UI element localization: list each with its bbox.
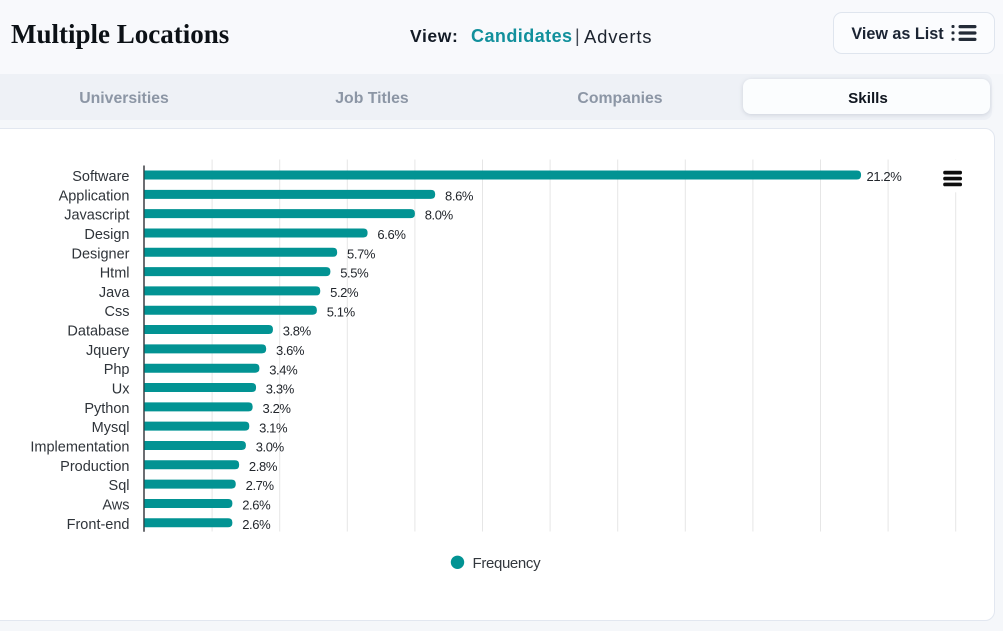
svg-text:3.2%: 3.2%: [263, 401, 292, 416]
svg-text:5.2%: 5.2%: [330, 285, 359, 300]
svg-text:Ux: Ux: [112, 382, 130, 398]
svg-text:Javascript: Javascript: [64, 208, 129, 224]
svg-text:Php: Php: [104, 362, 130, 378]
svg-text:Java: Java: [99, 285, 131, 301]
svg-text:2.7%: 2.7%: [246, 478, 275, 493]
svg-text:Aws: Aws: [102, 497, 129, 513]
svg-text:5.1%: 5.1%: [327, 304, 356, 319]
svg-text:3.3%: 3.3%: [266, 382, 295, 397]
svg-text:3.4%: 3.4%: [269, 362, 298, 377]
svg-text:Mysql: Mysql: [92, 420, 130, 436]
svg-text:Database: Database: [67, 324, 129, 340]
svg-text:Css: Css: [105, 304, 130, 320]
svg-text:3.0%: 3.0%: [256, 440, 285, 455]
svg-text:Frequency: Frequency: [473, 555, 542, 572]
svg-text:5.7%: 5.7%: [347, 246, 376, 261]
svg-text:8.6%: 8.6%: [445, 188, 474, 203]
svg-text:Implementation: Implementation: [30, 440, 129, 456]
svg-text:3.8%: 3.8%: [283, 324, 312, 339]
svg-text:5.5%: 5.5%: [340, 266, 369, 281]
svg-text:2.6%: 2.6%: [242, 517, 271, 532]
svg-text:2.6%: 2.6%: [242, 498, 271, 513]
svg-text:Jquery: Jquery: [86, 343, 130, 359]
svg-text:Design: Design: [84, 227, 129, 243]
svg-text:Application: Application: [59, 188, 130, 204]
svg-text:2.8%: 2.8%: [249, 459, 278, 474]
svg-text:3.1%: 3.1%: [259, 420, 288, 435]
svg-text:Production: Production: [60, 459, 129, 475]
svg-text:3.6%: 3.6%: [276, 343, 305, 358]
svg-text:Html: Html: [100, 266, 130, 282]
svg-text:21.2%: 21.2%: [867, 169, 903, 184]
svg-text:Sql: Sql: [109, 478, 130, 494]
svg-text:Software: Software: [72, 169, 129, 185]
svg-text:Designer: Designer: [71, 246, 129, 262]
svg-text:Python: Python: [84, 401, 129, 417]
svg-text:6.6%: 6.6%: [377, 227, 406, 242]
svg-text:8.0%: 8.0%: [425, 208, 454, 223]
svg-text:Front-end: Front-end: [67, 517, 130, 533]
